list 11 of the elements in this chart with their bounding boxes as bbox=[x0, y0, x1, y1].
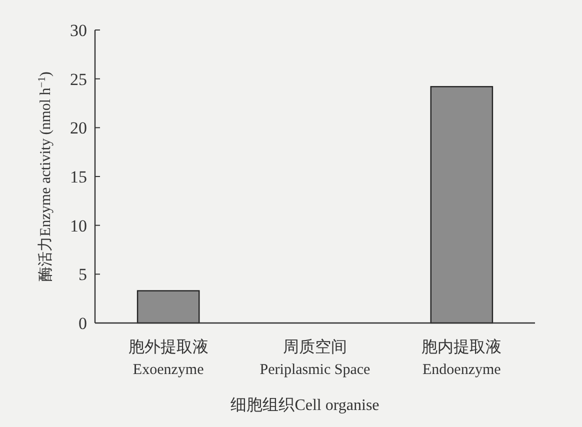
y-tick-label: 5 bbox=[78, 265, 87, 284]
y-tick-label: 20 bbox=[70, 118, 87, 138]
x-tick-label: 周质空间 Periplasmic Space bbox=[260, 338, 371, 378]
y-tick-label: 30 bbox=[70, 21, 87, 40]
y-tick-label: 25 bbox=[70, 70, 87, 89]
x-tick-label: 胞外提取液 Exoenzyme bbox=[128, 338, 208, 378]
y-tick-label: 10 bbox=[70, 216, 87, 236]
x-tick-label: 胞内提取液 Endoenzyme bbox=[422, 338, 502, 378]
x-axis-title: 细胞组织Cell organise bbox=[230, 397, 380, 414]
y-tick-label: 0 bbox=[78, 314, 87, 333]
y-tick-label: 15 bbox=[70, 168, 87, 186]
